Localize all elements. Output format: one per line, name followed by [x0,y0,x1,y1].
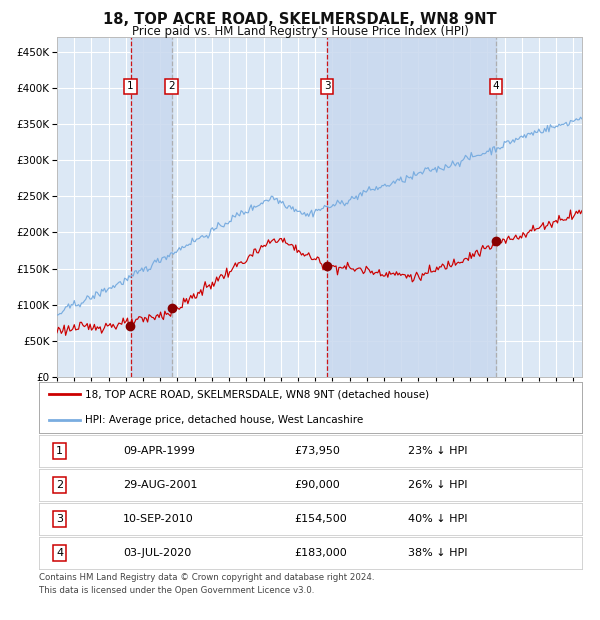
Bar [131,37,172,377]
Text: 03-JUL-2020: 03-JUL-2020 [123,548,191,558]
Text: 2: 2 [56,480,63,490]
Text: 3: 3 [56,514,63,524]
Text: 3: 3 [324,81,331,92]
Text: 4: 4 [493,81,499,92]
Text: 1: 1 [56,446,63,456]
Text: HPI: Average price, detached house, West Lancashire: HPI: Average price, detached house, West… [85,415,364,425]
Text: 26% ↓ HPI: 26% ↓ HPI [408,480,468,490]
Text: 4: 4 [56,548,63,558]
Text: 18, TOP ACRE ROAD, SKELMERSDALE, WN8 9NT: 18, TOP ACRE ROAD, SKELMERSDALE, WN8 9NT [103,12,497,27]
Text: 18, TOP ACRE ROAD, SKELMERSDALE, WN8 9NT (detached house): 18, TOP ACRE ROAD, SKELMERSDALE, WN8 9NT… [85,389,429,399]
Text: 1: 1 [127,81,134,92]
Text: 29-AUG-2001: 29-AUG-2001 [123,480,197,490]
Text: 09-APR-1999: 09-APR-1999 [123,446,195,456]
Text: This data is licensed under the Open Government Licence v3.0.: This data is licensed under the Open Gov… [39,586,314,595]
Text: £73,950: £73,950 [294,446,340,456]
Text: Contains HM Land Registry data © Crown copyright and database right 2024.: Contains HM Land Registry data © Crown c… [39,574,374,583]
Text: 2: 2 [169,81,175,92]
Text: Price paid vs. HM Land Registry's House Price Index (HPI): Price paid vs. HM Land Registry's House … [131,25,469,38]
Text: 40% ↓ HPI: 40% ↓ HPI [408,514,468,524]
Text: £183,000: £183,000 [294,548,347,558]
Text: 38% ↓ HPI: 38% ↓ HPI [408,548,468,558]
Text: £154,500: £154,500 [294,514,347,524]
Text: £90,000: £90,000 [294,480,340,490]
Text: 10-SEP-2010: 10-SEP-2010 [123,514,194,524]
Bar [327,37,496,377]
Text: 23% ↓ HPI: 23% ↓ HPI [408,446,468,456]
